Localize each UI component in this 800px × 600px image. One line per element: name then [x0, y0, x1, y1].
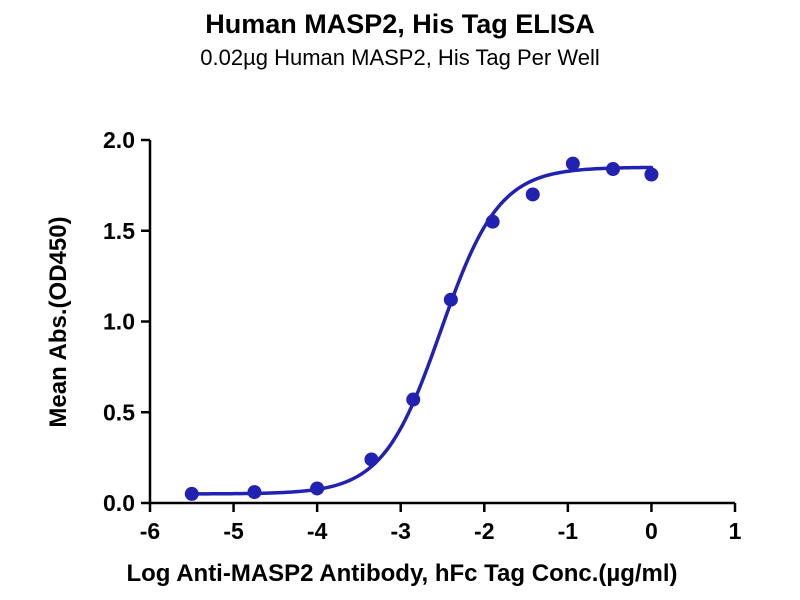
fit-curve	[190, 165, 654, 496]
data-point	[406, 392, 421, 407]
y-tick-label: 1.0	[103, 309, 135, 335]
x-tick-label: -2	[474, 518, 494, 544]
y-tick-label: 0.5	[103, 399, 135, 425]
chart-title-block: Human MASP2, His Tag ELISA 0.02µg Human …	[0, 8, 800, 72]
chart-subtitle: 0.02µg Human MASP2, His Tag Per Well	[200, 45, 600, 71]
x-tick-label: -5	[223, 518, 244, 544]
fit-curve-layer	[190, 165, 654, 496]
data-point	[605, 162, 620, 177]
x-axis-title: Log Anti-MASP2 Antibody, hFc Tag Conc.(µ…	[126, 560, 677, 587]
data-point	[184, 486, 199, 501]
data-point	[565, 156, 580, 171]
chart-title: Human MASP2, His Tag ELISA	[205, 9, 595, 39]
data-point	[247, 485, 262, 500]
data-point	[485, 214, 500, 229]
x-tick-label: -4	[307, 518, 328, 544]
y-tick-label: 1.5	[103, 218, 135, 244]
y-tick-label: 2.0	[103, 127, 135, 153]
y-tick-label: 0.0	[103, 490, 135, 516]
data-points-layer	[184, 156, 659, 501]
axes-layer: -6 -5 -4 -3 -2 -1 0 1 0.0 0.5 1.0 1.5 2.0	[103, 127, 742, 544]
x-tick-label: -3	[390, 518, 410, 544]
x-tick-label: 0	[645, 518, 658, 544]
data-point	[364, 452, 379, 467]
x-tick-label: 1	[729, 518, 742, 544]
x-tick-label: -1	[558, 518, 579, 544]
data-point	[443, 292, 458, 307]
data-point	[525, 187, 540, 202]
y-axis-title: Mean Abs.(OD450)	[45, 216, 72, 427]
x-tick-label: -6	[140, 518, 160, 544]
data-point	[310, 481, 325, 496]
data-point	[644, 167, 659, 182]
